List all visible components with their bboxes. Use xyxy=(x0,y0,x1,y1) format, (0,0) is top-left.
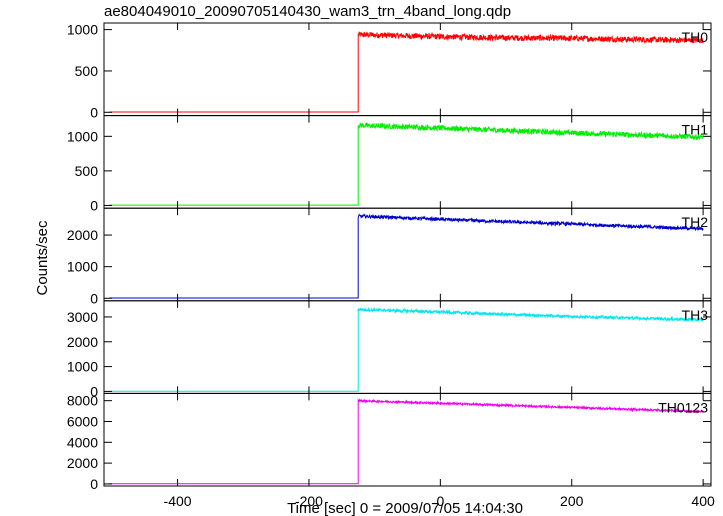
y-tick-label: 6000 xyxy=(67,413,98,429)
y-tick-label: 500 xyxy=(75,163,99,179)
series-line-th0 xyxy=(109,31,704,113)
panel-th2: 0 1000 2000 TH2 xyxy=(67,207,712,306)
panels-group: 0 500 1000 TH0 0 500 1000 TH1 0 1000 2000 TH2 0 1000 2… xyxy=(67,22,712,492)
y-tick-label: 0 xyxy=(90,104,98,120)
y-tick-label: 1000 xyxy=(67,128,98,144)
y-tick-label: 2000 xyxy=(67,227,98,243)
x-tick-label: -400 xyxy=(164,493,192,509)
series-line-th3 xyxy=(109,306,704,392)
panel-frame xyxy=(103,300,712,394)
x-axis: -400 -200 0 200 400 xyxy=(164,493,715,509)
panel-frame xyxy=(103,207,712,302)
panel-th3: 0 1000 2000 3000 TH3 xyxy=(67,300,712,399)
x-tick-label: 0 xyxy=(436,493,444,509)
y-tick-label: 2000 xyxy=(67,334,98,350)
y-tick-label: 1000 xyxy=(67,22,98,38)
series-label: TH1 xyxy=(682,122,709,138)
panel-frame xyxy=(103,115,712,209)
y-tick-label: 500 xyxy=(75,63,99,79)
series-label: TH0 xyxy=(682,29,709,45)
x-tick-label: 400 xyxy=(691,493,715,509)
y-tick-label: 8000 xyxy=(67,393,98,409)
chart-title: ae804049010_20090705140430_wam3_trn_4ban… xyxy=(104,3,512,20)
series-line-th2 xyxy=(109,213,704,299)
panel-frame xyxy=(103,392,712,487)
panel-th0123: 0 2000 4000 6000 8000 TH0123 xyxy=(67,392,712,492)
y-tick-label: 4000 xyxy=(67,434,98,450)
y-tick-label: 0 xyxy=(90,476,98,492)
y-tick-label: 0 xyxy=(90,383,98,399)
series-label: TH2 xyxy=(682,214,709,230)
series-line-th0123 xyxy=(109,398,704,485)
y-tick-label: 0 xyxy=(90,197,98,213)
series-label: TH3 xyxy=(682,307,709,323)
y-axis-label: Counts/sec xyxy=(34,220,51,296)
y-tick-label: 1000 xyxy=(67,359,98,375)
y-tick-label: 0 xyxy=(90,290,98,306)
panel-th1: 0 500 1000 TH1 xyxy=(67,115,712,213)
y-tick-label: 3000 xyxy=(67,309,98,325)
x-axis-label: Time [sec] 0 = 2009/07/05 14:04:30 xyxy=(287,500,523,516)
series-line-th1 xyxy=(109,122,704,206)
panel-th0: 0 500 1000 TH0 xyxy=(67,22,712,120)
y-tick-label: 1000 xyxy=(67,259,98,275)
x-tick-label: 200 xyxy=(560,493,584,509)
y-tick-label: 2000 xyxy=(67,455,98,471)
series-label: TH0123 xyxy=(658,399,708,415)
x-tick-label: -200 xyxy=(295,493,323,509)
